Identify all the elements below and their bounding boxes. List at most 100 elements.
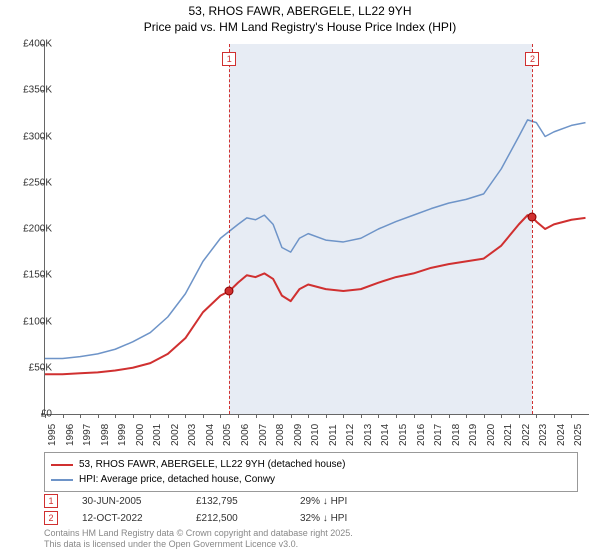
x-tick [519, 414, 520, 418]
legend-swatch [51, 464, 73, 466]
y-axis-label: £350K [23, 85, 52, 96]
x-tick [501, 414, 502, 418]
chart-container: 53, RHOS FAWR, ABERGELE, LL22 9YH Price … [0, 0, 600, 560]
x-axis-label: 2018 [451, 424, 462, 446]
x-axis-label: 2010 [310, 424, 321, 446]
legend-item-price-paid: 53, RHOS FAWR, ABERGELE, LL22 9YH (detac… [51, 457, 571, 472]
x-tick [449, 414, 450, 418]
footer-delta: 32% ↓ HPI [300, 513, 347, 524]
x-tick [238, 414, 239, 418]
chart-svg [45, 44, 589, 414]
footer-date: 12-OCT-2022 [82, 513, 172, 524]
x-tick [150, 414, 151, 418]
x-tick [256, 414, 257, 418]
y-axis-label: £150K [23, 270, 52, 281]
legend-item-hpi: HPI: Average price, detached house, Conw… [51, 472, 571, 487]
footer: 1 30-JUN-2005 £132,795 29% ↓ HPI 2 12-OC… [44, 494, 353, 551]
x-axis-label: 2014 [380, 424, 391, 446]
marker-label-1: 1 [222, 52, 236, 66]
footer-delta: 29% ↓ HPI [300, 496, 347, 507]
y-axis-label: £100K [23, 316, 52, 327]
title-line2: Price paid vs. HM Land Registry's House … [0, 20, 600, 36]
x-axis-label: 2025 [573, 424, 584, 446]
x-tick [484, 414, 485, 418]
footer-date: 30-JUN-2005 [82, 496, 172, 507]
x-axis-label: 2020 [486, 424, 497, 446]
x-tick [361, 414, 362, 418]
x-axis-label: 2019 [468, 424, 479, 446]
y-axis-label: £50K [29, 362, 52, 373]
x-axis-label: 2003 [187, 424, 198, 446]
y-axis-label: £200K [23, 224, 52, 235]
footer-row: 1 30-JUN-2005 £132,795 29% ↓ HPI [44, 494, 353, 508]
x-tick [291, 414, 292, 418]
x-axis-label: 2004 [205, 424, 216, 446]
x-tick [414, 414, 415, 418]
copyright: Contains HM Land Registry data © Crown c… [44, 528, 353, 551]
series-price_paid [45, 215, 585, 374]
x-axis-label: 2002 [170, 424, 181, 446]
x-tick [536, 414, 537, 418]
legend: 53, RHOS FAWR, ABERGELE, LL22 9YH (detac… [44, 452, 578, 492]
x-axis-label: 2009 [293, 424, 304, 446]
x-tick [273, 414, 274, 418]
x-tick [466, 414, 467, 418]
copyright-line: Contains HM Land Registry data © Crown c… [44, 528, 353, 539]
marker-dot-1 [225, 287, 234, 296]
x-axis-label: 2013 [363, 424, 374, 446]
x-tick [378, 414, 379, 418]
legend-label: 53, RHOS FAWR, ABERGELE, LL22 9YH (detac… [79, 457, 345, 472]
y-axis-label: £400K [23, 39, 52, 50]
x-tick [220, 414, 221, 418]
x-axis-label: 2017 [433, 424, 444, 446]
x-tick [63, 414, 64, 418]
footer-price: £212,500 [196, 513, 276, 524]
x-tick [571, 414, 572, 418]
x-axis-label: 2022 [521, 424, 532, 446]
title-block: 53, RHOS FAWR, ABERGELE, LL22 9YH Price … [0, 0, 600, 35]
footer-row: 2 12-OCT-2022 £212,500 32% ↓ HPI [44, 511, 353, 525]
marker-dot-2 [528, 213, 537, 222]
y-axis-label: £0 [41, 409, 52, 420]
x-axis-label: 2023 [538, 424, 549, 446]
marker-label-2: 2 [525, 52, 539, 66]
x-axis-label: 2006 [240, 424, 251, 446]
x-tick [326, 414, 327, 418]
x-tick [343, 414, 344, 418]
x-axis-label: 2024 [556, 424, 567, 446]
x-axis-label: 1997 [82, 424, 93, 446]
x-axis-label: 2012 [345, 424, 356, 446]
x-tick [98, 414, 99, 418]
x-tick [554, 414, 555, 418]
y-axis-label: £250K [23, 177, 52, 188]
legend-swatch [51, 479, 73, 481]
x-axis-label: 1998 [100, 424, 111, 446]
x-axis-label: 2005 [222, 424, 233, 446]
x-axis-label: 2000 [135, 424, 146, 446]
marker-ref-2: 2 [44, 511, 58, 525]
marker-ref-1: 1 [44, 494, 58, 508]
x-axis-label: 2007 [258, 424, 269, 446]
x-tick [431, 414, 432, 418]
x-tick [185, 414, 186, 418]
x-axis-label: 2001 [152, 424, 163, 446]
x-axis-label: 2021 [503, 424, 514, 446]
x-axis-label: 2015 [398, 424, 409, 446]
marker-line [229, 44, 230, 414]
x-tick [80, 414, 81, 418]
title-line1: 53, RHOS FAWR, ABERGELE, LL22 9YH [0, 4, 600, 20]
x-tick [168, 414, 169, 418]
x-axis-label: 1996 [65, 424, 76, 446]
x-tick [396, 414, 397, 418]
x-tick [115, 414, 116, 418]
x-tick [203, 414, 204, 418]
footer-price: £132,795 [196, 496, 276, 507]
legend-label: HPI: Average price, detached house, Conw… [79, 472, 275, 487]
x-axis-label: 1999 [117, 424, 128, 446]
y-axis-label: £300K [23, 131, 52, 142]
x-axis-label: 2016 [416, 424, 427, 446]
x-axis-label: 1995 [47, 424, 58, 446]
series-hpi [45, 120, 585, 359]
x-axis-label: 2008 [275, 424, 286, 446]
x-tick [133, 414, 134, 418]
